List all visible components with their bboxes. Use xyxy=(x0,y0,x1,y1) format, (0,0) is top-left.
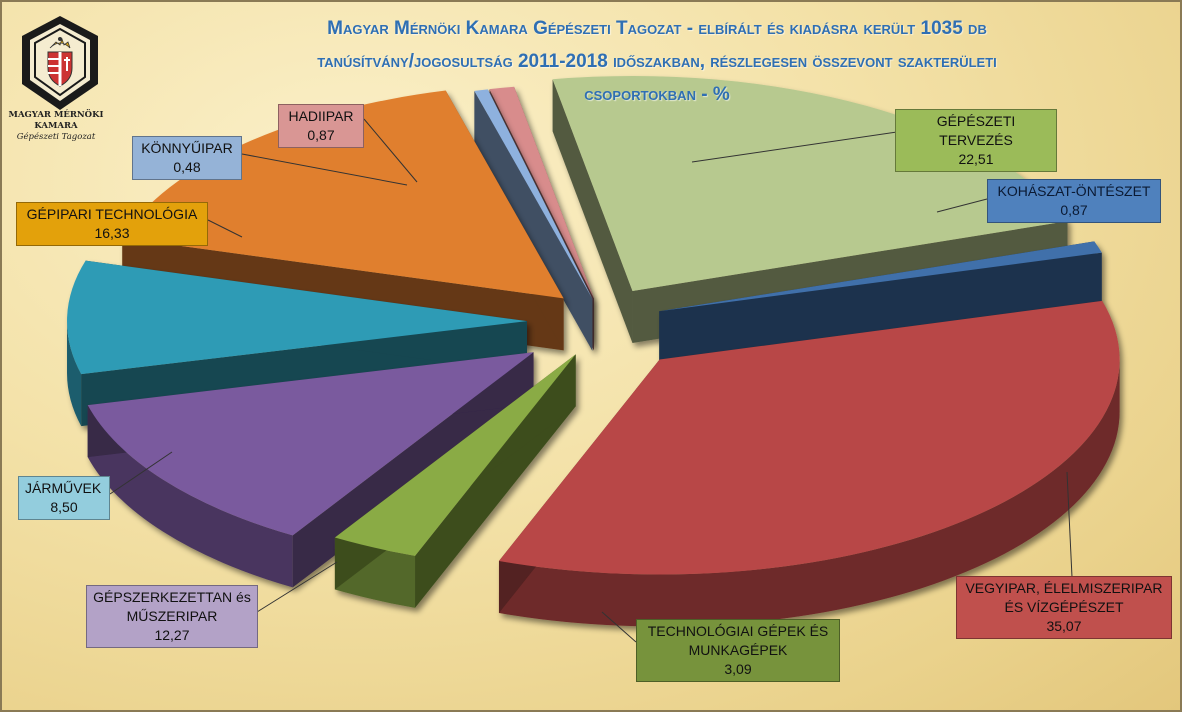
data-label-name-line-1: VEGYIPAR, ÉLELMISZERIPAR xyxy=(965,580,1163,596)
data-label-kohaszat-ontozet: KOHÁSZAT-ÖNTÉSZET 0,87 xyxy=(987,179,1161,223)
logo-line-2: KAMARA xyxy=(34,121,78,131)
pie-slice-top xyxy=(659,241,1102,312)
pie-slice-top xyxy=(489,86,594,299)
data-label-name-line-1: GÉPSZERKEZETTAN és xyxy=(93,589,251,605)
pie-slice-rim xyxy=(498,359,1120,627)
data-label-name: JÁRMŰVEK xyxy=(25,480,102,496)
pie-slice-top xyxy=(87,352,534,536)
title-line-1: Magyar Mérnöki Kamara Gépészeti Tagozat … xyxy=(327,18,987,39)
leader-line-3 xyxy=(601,611,637,643)
data-label-value: 0,87 xyxy=(1060,202,1088,218)
data-label-value: 16,33 xyxy=(94,225,130,241)
pie-slice-top xyxy=(122,90,564,299)
data-label-name-line-2: MUNKAGÉPEK xyxy=(688,642,788,658)
pie-slice-top xyxy=(552,75,1068,291)
leader-line-5 xyxy=(109,451,173,495)
data-label-name-line-2: ÉS VÍZGÉPÉSZET xyxy=(1004,599,1124,615)
data-label-value: 0,48 xyxy=(173,159,201,175)
data-label-technologiai-gepek: TECHNOLÓGIAI GÉPEK ÉS MUNKAGÉPEK 3,09 xyxy=(636,619,840,682)
title-line-3: csoportokban - % xyxy=(584,84,730,105)
pie-slice-top xyxy=(67,260,528,375)
data-label-hadiipar: HADIIPAR 0,87 xyxy=(278,104,364,148)
pie-slice-1 xyxy=(659,241,1102,364)
data-label-value: 35,07 xyxy=(1046,618,1082,634)
coat-of-arms-icon xyxy=(22,16,98,110)
pie-slice-wall xyxy=(659,252,1102,364)
leader-line-4 xyxy=(256,561,338,613)
data-label-name: HADIIPAR xyxy=(288,108,354,124)
logo-line-1: MAGYAR MÉRNÖKI xyxy=(8,110,104,120)
data-label-gepeszeti-tervezes: GÉPÉSZETI TERVEZÉS 22,51 xyxy=(895,109,1057,172)
data-label-konnyuipar: KÖNNYŰIPAR 0,48 xyxy=(132,136,242,180)
pie-slice-3 xyxy=(334,354,576,608)
data-label-name: KÖNNYŰIPAR xyxy=(141,140,233,156)
pie-slice-top xyxy=(474,89,593,299)
leader-line-8 xyxy=(363,118,418,183)
chamber-logo-text: MAGYAR MÉRNÖKI KAMARA Gépészeti Tagozat xyxy=(8,110,104,143)
data-label-name-line-1: TECHNOLÓGIAI GÉPEK ÉS xyxy=(647,623,829,639)
logo-line-3: Gépészeti Tagozat xyxy=(16,132,96,142)
leader-line-0 xyxy=(691,131,898,163)
pie-slice-rim xyxy=(87,405,293,588)
chamber-logo xyxy=(12,12,108,162)
data-label-name-line-2: MŰSZERIPAR xyxy=(126,608,218,624)
leader-line-7 xyxy=(241,153,408,186)
leader-line-6 xyxy=(207,219,243,238)
pie-slice-wall xyxy=(552,79,633,343)
data-label-value: 22,51 xyxy=(958,151,994,167)
pie-slice-rim xyxy=(67,321,82,427)
data-label-value: 3,09 xyxy=(724,661,752,677)
data-label-gepszerkezettan: GÉPSZERKEZETTAN és MŰSZERIPAR 12,27 xyxy=(86,585,258,648)
pie-slice-7 xyxy=(474,89,593,351)
data-label-name: GÉPIPARI TECHNOLÓGIA xyxy=(26,206,198,222)
pie-slice-top xyxy=(334,354,576,556)
data-label-gepipari-technologia: GÉPIPARI TECHNOLÓGIA 16,33 xyxy=(16,202,208,246)
leader-line-1 xyxy=(936,198,988,213)
data-label-value: 0,87 xyxy=(307,127,335,143)
data-label-vegyipar: VEGYIPAR, ÉLELMISZERIPAR ÉS VÍZGÉPÉSZET … xyxy=(956,576,1172,639)
pie-slice-top xyxy=(498,300,1120,575)
leader-line-2 xyxy=(1066,471,1073,578)
data-label-jarmuvek: JÁRMŰVEK 8,50 xyxy=(18,476,110,520)
title-line-2: tanúsítvány/jogosultság 2011-2018 idősza… xyxy=(317,51,997,72)
pie-slice-2 xyxy=(498,300,1120,627)
data-label-name: KOHÁSZAT-ÖNTÉSZET xyxy=(997,183,1151,199)
data-label-value: 12,27 xyxy=(154,627,190,643)
data-label-value: 8,50 xyxy=(50,499,78,515)
chart-title: Magyar Mérnöki Kamara Gépészeti Tagozat … xyxy=(217,12,1097,111)
data-label-name: GÉPÉSZETI TERVEZÉS xyxy=(936,113,1016,148)
